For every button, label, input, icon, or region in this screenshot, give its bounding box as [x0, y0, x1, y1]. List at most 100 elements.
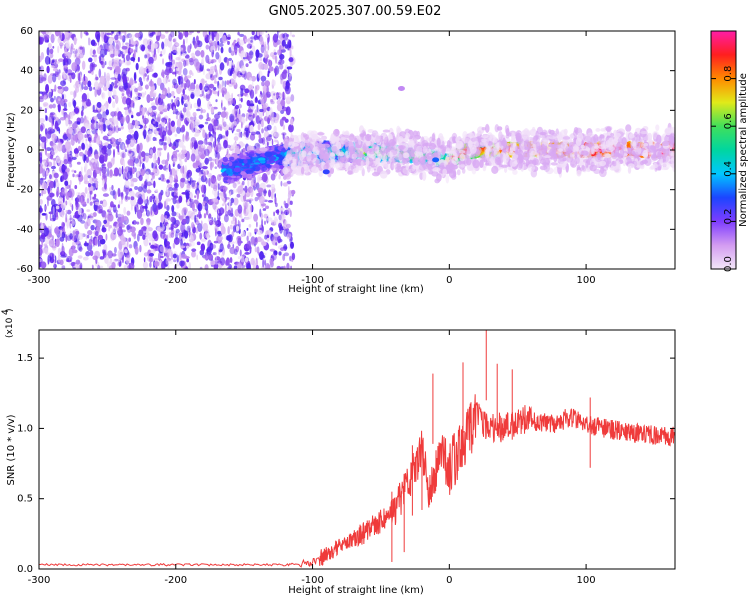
noise-speckle	[283, 200, 286, 206]
noise-speckle	[76, 121, 81, 125]
noise-speckle	[207, 156, 213, 162]
noise-speckle	[191, 180, 196, 188]
noise-speckle	[128, 244, 133, 249]
noise-speckle	[236, 128, 241, 133]
noise-speckle	[235, 225, 240, 232]
noise-speckle	[203, 94, 205, 99]
noise-speckle	[99, 256, 105, 260]
noise-speckle	[180, 223, 186, 233]
noise-speckle	[82, 201, 87, 205]
noise-speckle	[229, 79, 232, 84]
noise-speckle	[94, 201, 100, 206]
noise-speckle	[110, 111, 116, 117]
noise-speckle	[50, 224, 53, 234]
noise-speckle	[176, 168, 180, 172]
noise-speckle	[53, 180, 56, 189]
noise-speckle	[72, 122, 78, 129]
noise-speckle	[281, 213, 285, 217]
noise-speckle	[118, 31, 121, 35]
noise-speckle	[230, 144, 234, 150]
noise-speckle	[219, 62, 225, 71]
noise-speckle	[146, 196, 149, 205]
noise-speckle	[39, 244, 43, 250]
noise-speckle	[150, 102, 156, 107]
noise-speckle	[200, 243, 206, 252]
noise-speckle	[95, 181, 98, 189]
noise-speckle	[47, 161, 53, 167]
noise-speckle	[164, 68, 170, 76]
noise-speckle	[205, 54, 210, 64]
noise-speckle	[228, 198, 231, 208]
noise-speckle	[244, 257, 249, 263]
noise-speckle	[87, 229, 93, 236]
noise-speckle	[39, 71, 43, 78]
noise-speckle	[41, 181, 48, 191]
noise-speckle	[46, 47, 50, 56]
noise-speckle	[77, 214, 83, 222]
noise-speckle	[104, 182, 107, 190]
noise-speckle	[200, 184, 207, 194]
noise-speckle	[255, 49, 260, 59]
noise-speckle	[78, 192, 81, 195]
noise-speckle	[121, 197, 123, 205]
noise-speckle	[178, 139, 184, 148]
noise-speckle	[132, 96, 139, 102]
noise-speckle	[143, 257, 146, 263]
noise-speckle	[203, 213, 207, 219]
noise-speckle	[70, 202, 72, 208]
noise-speckle	[249, 77, 253, 82]
noise-speckle	[130, 111, 134, 116]
noise-speckle	[227, 68, 233, 76]
noise-speckle	[184, 133, 190, 142]
noise-speckle	[109, 201, 114, 208]
noise-speckle	[61, 221, 65, 231]
noise-speckle	[244, 88, 250, 94]
noise-speckle	[233, 120, 238, 126]
noise-speckle	[245, 129, 250, 138]
noise-speckle	[148, 80, 155, 87]
noise-speckle	[53, 95, 56, 101]
noise-speckle	[166, 234, 169, 242]
noise-speckle	[212, 127, 215, 135]
noise-speckle	[111, 261, 116, 269]
noise-speckle	[114, 65, 120, 75]
noise-speckle	[47, 74, 53, 84]
noise-speckle	[185, 245, 190, 249]
noise-speckle	[266, 141, 269, 147]
noise-speckle	[262, 90, 265, 99]
noise-speckle	[52, 68, 58, 72]
noise-speckle	[126, 210, 131, 216]
noise-speckle	[144, 90, 147, 96]
noise-speckle	[124, 109, 131, 117]
noise-speckle	[55, 212, 59, 218]
noise-speckle	[184, 31, 189, 38]
noise-speckle	[44, 140, 47, 150]
noise-speckle	[44, 247, 49, 255]
noise-speckle	[76, 194, 81, 203]
noise-speckle	[145, 171, 150, 181]
noise-speckle	[111, 130, 116, 134]
noise-speckle	[202, 78, 204, 88]
noise-speckle	[246, 43, 253, 49]
noise-speckle	[286, 66, 293, 70]
noise-speckle	[231, 50, 234, 56]
noise-speckle	[171, 197, 177, 201]
noise-speckle	[206, 90, 210, 95]
noise-speckle	[80, 31, 83, 39]
noise-speckle	[188, 238, 195, 242]
noise-speckle	[69, 75, 72, 80]
noise-speckle	[220, 254, 224, 258]
noise-speckle	[193, 141, 198, 150]
noise-speckle	[167, 136, 171, 145]
noise-speckle	[54, 122, 59, 129]
noise-speckle	[280, 109, 285, 114]
noise-speckle	[102, 200, 108, 208]
noise-speckle	[121, 165, 124, 175]
noise-speckle	[198, 124, 205, 129]
noise-speckle	[44, 108, 47, 114]
noise-speckle	[158, 132, 161, 136]
noise-speckle	[150, 206, 153, 216]
noise-speckle	[244, 38, 249, 43]
noise-speckle	[145, 203, 148, 212]
noise-speckle	[119, 192, 124, 197]
